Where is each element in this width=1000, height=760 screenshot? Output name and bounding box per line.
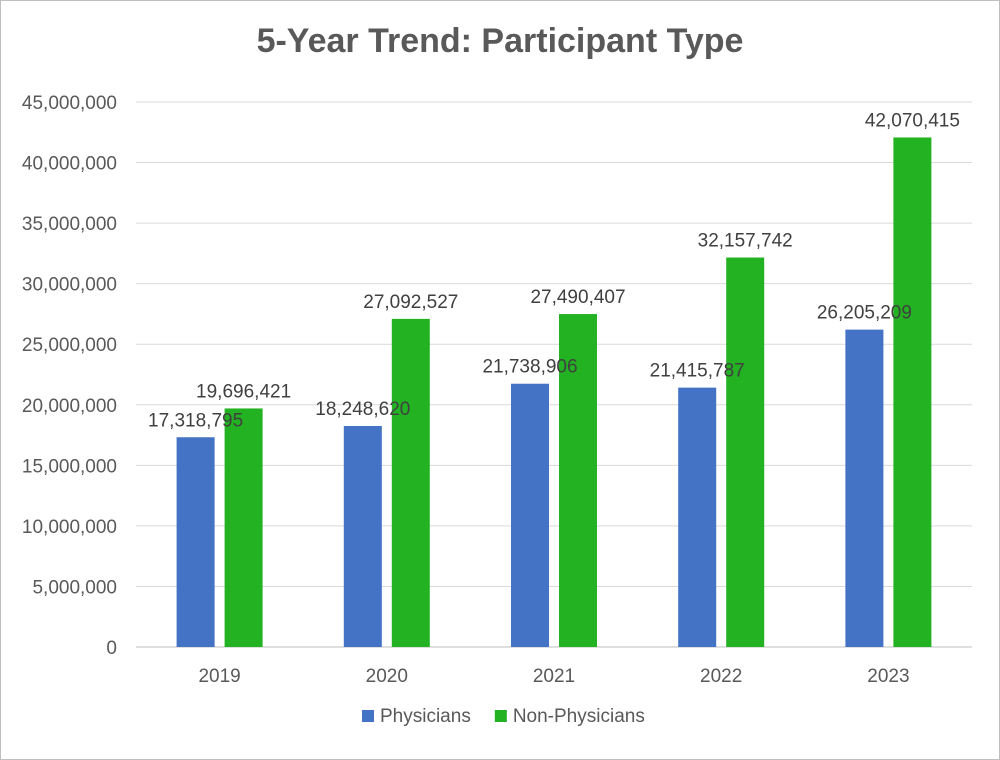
bar-non-physicians-2020 — [391, 318, 430, 647]
y-axis: 0 5,000,000 10,000,000 15,000,000 20,000,000… — [22, 93, 117, 659]
bars — [176, 137, 932, 647]
y-tick-label: 45,000,000 — [22, 93, 117, 114]
x-tick-label: 2023 — [867, 666, 909, 687]
x-axis: 2019 2020 2021 2022 2023 — [198, 666, 909, 687]
bar-non-physicians-2019 — [224, 408, 263, 647]
y-tick-label: 40,000,000 — [22, 154, 117, 175]
bar-non-physicians-2022 — [726, 257, 765, 647]
y-tick-label: 15,000,000 — [22, 456, 117, 477]
x-tick-label: 2020 — [366, 666, 408, 687]
legend-swatch — [362, 710, 374, 722]
bar-physicians-2022 — [678, 387, 717, 647]
legend-swatch — [494, 710, 507, 722]
x-tick-label: 2021 — [533, 666, 575, 687]
y-tick-label: 5,000,000 — [32, 577, 117, 598]
bar-physicians-2023 — [845, 329, 884, 647]
bar-non-physicians-2021 — [559, 314, 597, 647]
data-label: 42,070,415 — [865, 110, 960, 131]
data-label: 18,248,620 — [315, 399, 410, 420]
data-label: 17,318,795 — [148, 410, 243, 431]
data-label: 19,696,421 — [196, 381, 291, 402]
y-tick-label: 25,000,000 — [22, 335, 117, 356]
bar-physicians-2021 — [511, 383, 549, 647]
bar-physicians-2020 — [343, 425, 382, 647]
data-label: 21,738,906 — [482, 357, 577, 378]
y-tick-label: 35,000,000 — [22, 214, 117, 235]
legend-label: Non-Physicians — [513, 706, 645, 727]
legend-label: Physicians — [380, 706, 471, 727]
bar-physicians-2019 — [176, 437, 215, 647]
data-label: 32,157,742 — [698, 231, 793, 252]
data-labels: 17,318,795 19,696,421 18,248,620 27,092,527… — [148, 110, 960, 431]
data-label: 26,205,209 — [817, 303, 912, 324]
bar-non-physicians-2023 — [893, 137, 932, 647]
data-label: 27,092,527 — [363, 292, 458, 313]
y-tick-label: 30,000,000 — [22, 275, 117, 296]
legend: Physicians Non-Physicians — [362, 706, 645, 727]
data-label: 27,490,407 — [530, 287, 625, 308]
x-tick-label: 2019 — [198, 666, 240, 687]
x-tick-label: 2022 — [700, 666, 742, 687]
y-tick-label: 0 — [106, 638, 117, 659]
data-label: 21,415,787 — [650, 361, 745, 382]
y-tick-label: 10,000,000 — [22, 517, 117, 538]
gridlines — [136, 101, 972, 648]
chart-title: 5-Year Trend: Participant Type — [256, 22, 744, 60]
y-tick-label: 20,000,000 — [22, 396, 117, 417]
